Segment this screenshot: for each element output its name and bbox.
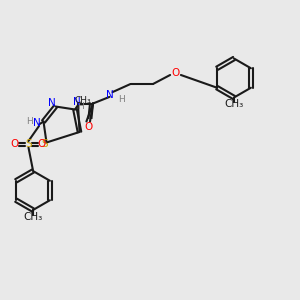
Text: S: S <box>25 139 32 149</box>
Text: CH₃: CH₃ <box>224 99 244 109</box>
Text: H: H <box>118 94 125 103</box>
Text: CH₃: CH₃ <box>23 212 43 222</box>
Text: CH₃: CH₃ <box>74 96 91 105</box>
Text: S: S <box>42 139 48 149</box>
Text: H: H <box>77 102 84 111</box>
Text: N: N <box>73 97 80 107</box>
Text: N: N <box>106 89 114 100</box>
Text: H: H <box>26 117 33 126</box>
Text: O: O <box>171 68 180 79</box>
Text: O: O <box>84 122 93 132</box>
Text: O: O <box>11 139 19 149</box>
Text: O: O <box>38 139 46 149</box>
Text: N: N <box>33 118 41 128</box>
Text: N: N <box>48 98 56 109</box>
